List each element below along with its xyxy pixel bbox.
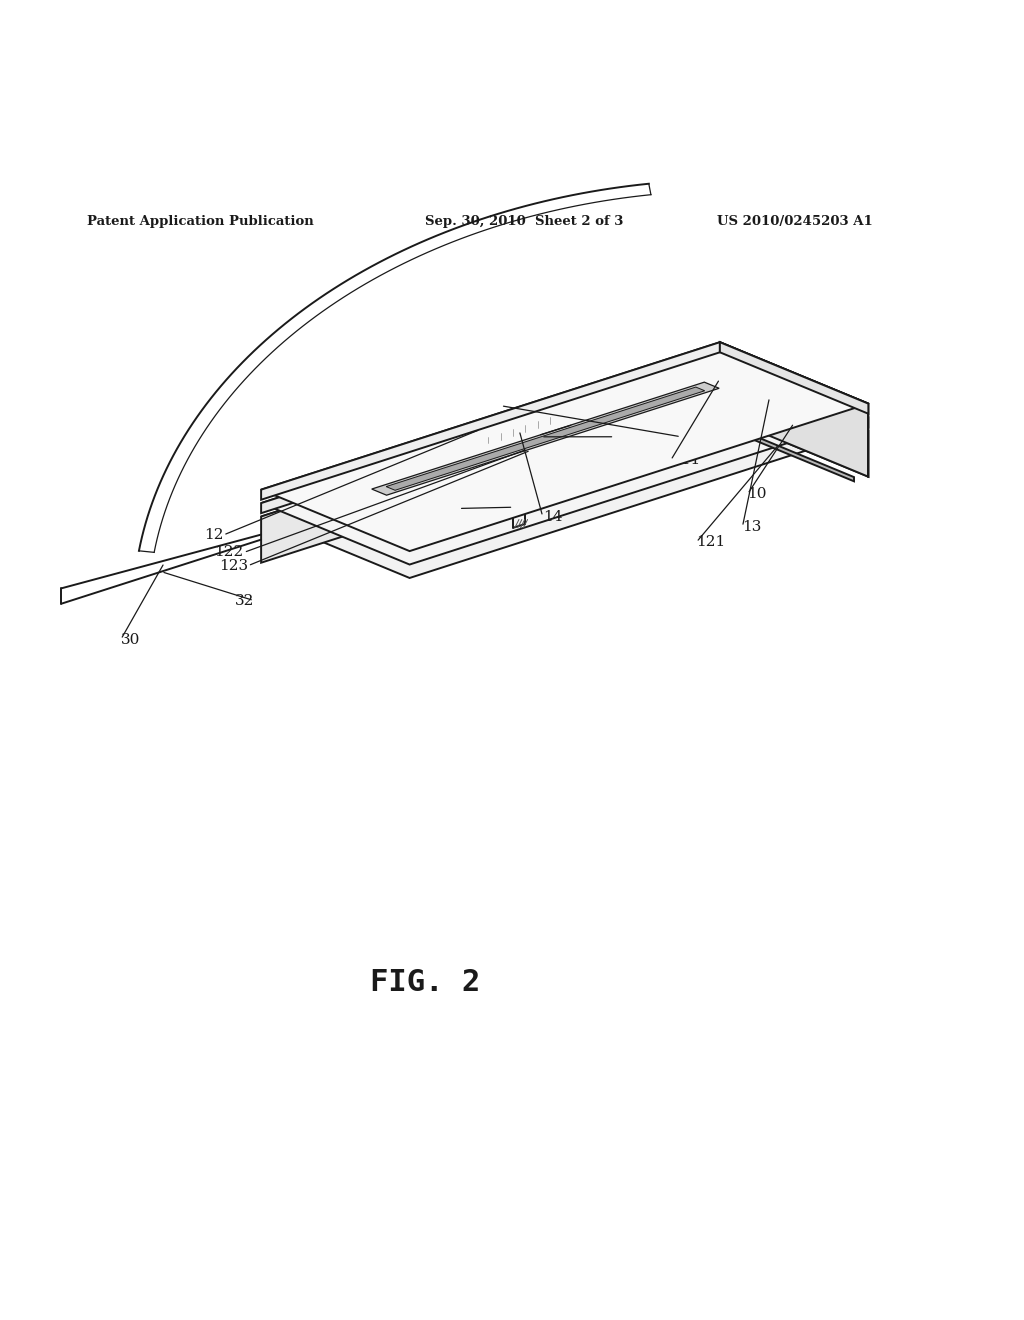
- Polygon shape: [720, 355, 868, 428]
- Polygon shape: [706, 416, 854, 482]
- Polygon shape: [372, 383, 719, 495]
- Polygon shape: [562, 413, 569, 422]
- Polygon shape: [386, 387, 705, 490]
- Text: 123: 123: [219, 558, 248, 573]
- Text: 112: 112: [573, 417, 603, 432]
- Text: Sep. 30, 2010  Sheet 2 of 3: Sep. 30, 2010 Sheet 2 of 3: [425, 215, 624, 228]
- Polygon shape: [720, 370, 868, 477]
- Text: 121: 121: [696, 535, 726, 549]
- Text: 32: 32: [234, 594, 254, 607]
- Text: FIG. 2: FIG. 2: [370, 968, 480, 997]
- Text: 11: 11: [681, 430, 700, 444]
- Text: 13: 13: [742, 520, 762, 533]
- Text: 10: 10: [748, 487, 767, 502]
- Text: 111: 111: [671, 453, 700, 467]
- Text: US 2010/0245203 A1: US 2010/0245203 A1: [717, 215, 872, 228]
- Polygon shape: [261, 370, 868, 578]
- Text: 113: 113: [614, 430, 643, 444]
- Text: 31: 31: [459, 502, 478, 515]
- Polygon shape: [261, 355, 720, 513]
- Text: 12: 12: [204, 528, 223, 543]
- Text: 30: 30: [121, 632, 140, 647]
- Polygon shape: [476, 413, 562, 447]
- Text: 14: 14: [543, 510, 562, 524]
- Polygon shape: [386, 400, 705, 504]
- Polygon shape: [261, 342, 720, 500]
- Polygon shape: [720, 342, 868, 413]
- Text: 122: 122: [214, 545, 244, 560]
- Polygon shape: [372, 396, 719, 508]
- Polygon shape: [261, 355, 868, 565]
- Text: Patent Application Publication: Patent Application Publication: [87, 215, 313, 228]
- Polygon shape: [261, 370, 720, 562]
- Polygon shape: [261, 342, 868, 552]
- Polygon shape: [720, 342, 868, 477]
